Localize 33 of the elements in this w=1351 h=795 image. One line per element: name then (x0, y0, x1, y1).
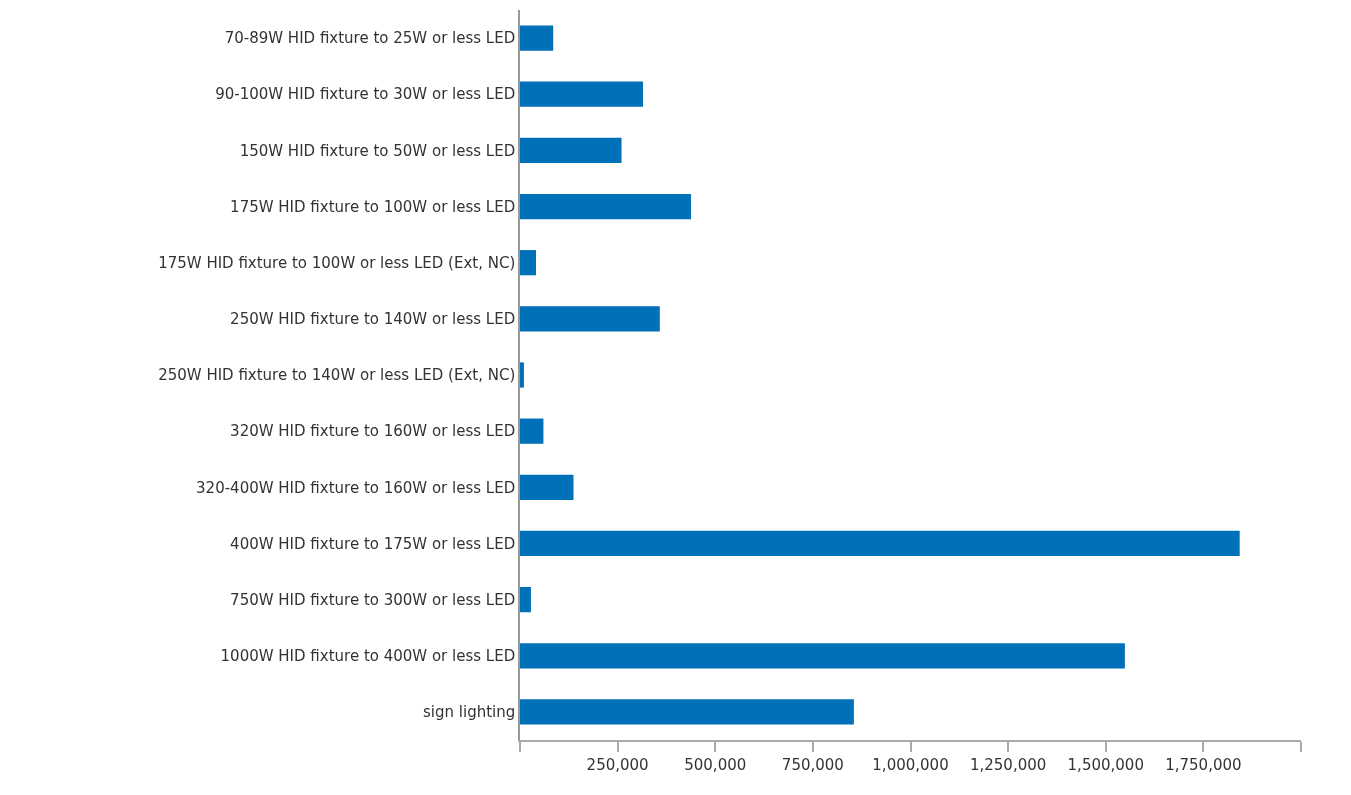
bar (520, 530, 1240, 557)
bar (520, 474, 574, 500)
x-tick-label: 750,000 (781, 755, 844, 774)
bar (520, 306, 660, 332)
y-tick-label: 250W HID fixture to 140W or less LED (230, 310, 516, 329)
y-tick-label: 70-89W HID fixture to 25W or less LED (224, 29, 516, 48)
y-tick-label: 150W HID fixture to 50W or less LED (239, 141, 516, 160)
y-tick-label: 750W HID fixture to 300W or less LED (230, 590, 516, 609)
y-tick-label: 320-400W HID fixture to 160W or less LED (196, 478, 516, 497)
y-tick-label: 320W HID fixture to 160W or less LED (230, 422, 516, 441)
x-tick-label: 250,000 (586, 755, 649, 774)
bar (520, 250, 537, 276)
x-tick-label: 1,750,000 (1165, 755, 1242, 774)
y-tick-label: 400W HID fixture to 175W or less LED (230, 534, 516, 553)
bar (520, 418, 544, 444)
bar (520, 193, 692, 220)
bar (520, 586, 531, 613)
y-tick-label: 90-100W HID fixture to 30W or less LED (215, 85, 516, 104)
x-tick-label: 1,500,000 (1067, 755, 1144, 774)
bar (520, 699, 854, 725)
bar (520, 362, 524, 388)
y-tick-label: 175W HID fixture to 100W or less LED (230, 197, 516, 216)
y-tick-label: sign lighting (423, 703, 516, 722)
x-tick-label: 1,000,000 (872, 755, 949, 774)
x-tick-label: 500,000 (684, 755, 747, 774)
y-tick-label: 250W HID fixture to 140W or less LED (Ext, NC) (158, 366, 516, 385)
y-tick-label: 175W HID fixture to 100W or less LED (Ext, NC) (158, 253, 516, 272)
bar (520, 25, 554, 51)
bar (520, 81, 644, 107)
x-tick-label: 1,250,000 (969, 755, 1047, 774)
bar (520, 643, 1125, 669)
y-tick-label: 1000W HID fixture to 400W or less LED (220, 647, 516, 666)
bar (520, 137, 622, 164)
